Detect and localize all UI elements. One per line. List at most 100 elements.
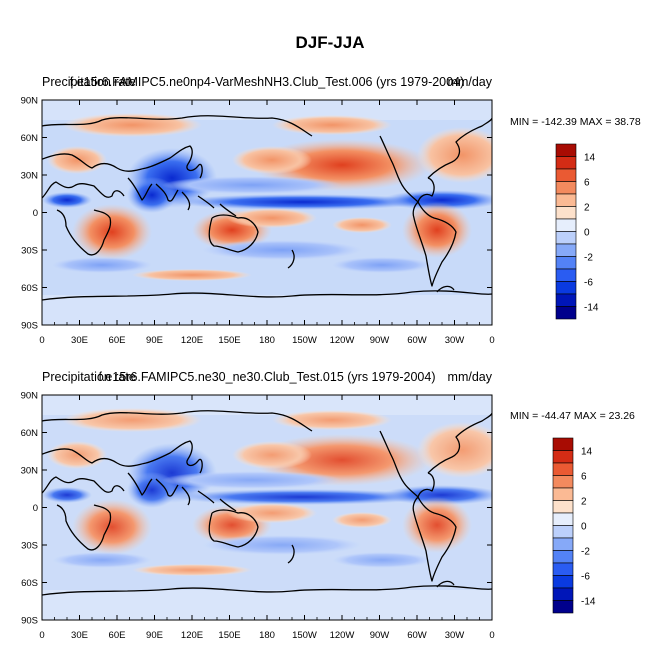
panel-1-colorbar-label: 0 <box>584 228 590 239</box>
panel-1-colorbar-swatch <box>555 156 577 170</box>
panel-2-x-tick-label: 60W <box>407 630 427 641</box>
panel-2-y-tick-label: 90S <box>21 616 38 627</box>
panel-2-colorbar-swatch <box>552 575 574 589</box>
panel-1-colorbar-swatch <box>555 143 577 157</box>
panel-1-colorbar-swatch <box>555 218 577 232</box>
panel-2-colorbar-label: 2 <box>581 497 587 508</box>
panel-2-colorbar-label: 0 <box>581 522 587 533</box>
panel-1-x-tick-label: 0 <box>39 335 44 346</box>
panel-2-y-tick-label: 0 <box>33 503 38 514</box>
figure-title: DJF-JJA <box>296 33 365 52</box>
panel-2-colorbar-swatch <box>552 600 574 614</box>
panel-2-right-title: mm/day <box>448 370 493 384</box>
panel-1-x-tick-label: 150W <box>292 335 317 346</box>
panel-2: Precipitation rate f.e15r6.FAMIPC5.ne30_… <box>21 370 635 641</box>
panel-2-x-tick-label: 90W <box>370 630 390 641</box>
panel-2-x-axis: 0 30E 60E 90E 120E 150E 180 150W 120W 90W 60W 30W 0 <box>39 395 495 641</box>
panel-2-colorbar: 14 6 2 0 -2 -6 -14 <box>552 437 596 614</box>
panel-2-x-tick-label: 180 <box>259 630 275 641</box>
panel-1-y-tick-label: 90S <box>21 321 38 332</box>
panel-2-x-tick-label: 60E <box>109 630 126 641</box>
panel-1-x-tick-label: 90E <box>146 335 163 346</box>
panel-1-colorbar-swatch <box>555 281 577 295</box>
panel-2-colorbar-swatch <box>552 487 574 501</box>
panel-1-x-tick-label: 180 <box>259 335 275 346</box>
panel-2-x-tick-label: 30W <box>445 630 465 641</box>
panel-1-x-tick-label: 120W <box>330 335 355 346</box>
panel-1-y-axis: 90N 60N 30N 0 30S 60S 90S <box>21 96 492 332</box>
panel-2-map: 0 30E 60E 90E 120E 150E 180 150W 120W 90W 60W 30W 0 … <box>21 391 495 642</box>
panel-1-colorbar-swatch <box>555 256 577 270</box>
panel-1-x-tick-label: 30E <box>71 335 88 346</box>
panel-1-x-tick-label: 30W <box>445 335 465 346</box>
panel-1-y-tick-label: 30N <box>21 171 39 182</box>
panel-2-y-tick-label: 30N <box>21 466 39 477</box>
panel-1-x-tick-label: 120E <box>181 335 203 346</box>
panel-2-left-title: Precipitation rate <box>42 370 136 384</box>
panel-1-colorbar-swatch <box>555 193 577 207</box>
panel-2-colorbar-label: 6 <box>581 472 587 483</box>
panel-2-colorbar-swatch <box>552 437 574 451</box>
panel-2-y-tick-label: 60S <box>21 578 38 589</box>
panel-1-colorbar-swatch <box>555 268 577 282</box>
panel-1-center-title: f.e15r6.FAMIPC5.ne0np4-VarMeshNH3.Club_T… <box>70 75 464 89</box>
panel-2-x-tick-label: 120E <box>181 630 203 641</box>
panel-1-map: 0 30E 60E 90E 120E 150E 180 150W 120W 90W 60W 30W 0 … <box>21 96 495 347</box>
panel-2-colorbar-swatch <box>552 525 574 539</box>
panel-2-colorbar-swatch <box>552 587 574 601</box>
panel-1-x-axis: 0 30E 60E 90E 120E 150E 180 150W 120W 90W 60W 30W 0 <box>39 100 495 346</box>
panel-1-colorbar-swatch <box>555 206 577 220</box>
panel-2-colorbar-swatch <box>552 550 574 564</box>
panel-1-x-tick-label: 60E <box>109 335 126 346</box>
panel-1-x-tick-label: 0 <box>489 335 494 346</box>
panel-2-colorbar-swatch <box>552 462 574 476</box>
panel-1-colorbar-label: 14 <box>584 153 596 164</box>
panel-1-colorbar-label: 2 <box>584 203 590 214</box>
panel-1-left-title: Precipitation rate <box>42 75 136 89</box>
panel-2-colorbar-label: -6 <box>581 572 590 583</box>
panel-1-colorbar: 14 6 2 0 -2 -6 -14 <box>555 143 599 320</box>
panel-1-colorbar-swatch <box>555 293 577 307</box>
panel-1-right-title: mm/day <box>448 75 493 89</box>
panel-1-y-tick-label: 60N <box>21 133 39 144</box>
panel-2-x-tick-label: 90E <box>146 630 163 641</box>
panel-2-stats: MIN = -44.47 MAX = 23.26 <box>510 410 635 422</box>
panel-1-y-tick-label: 0 <box>33 208 38 219</box>
panel-2-colorbar-swatch <box>552 562 574 576</box>
panel-1-colorbar-label: -6 <box>584 278 593 289</box>
panel-2-x-tick-label: 150E <box>218 630 240 641</box>
panel-2-x-tick-label: 120W <box>330 630 355 641</box>
panel-2-colorbar-swatch <box>552 475 574 489</box>
panel-1-colorbar-swatch <box>555 168 577 182</box>
panel-2-x-tick-label: 0 <box>39 630 44 641</box>
panel-1-colorbar-label: -2 <box>584 253 593 264</box>
panel-1-x-tick-label: 150E <box>218 335 240 346</box>
panel-2-y-axis: 90N 60N 30N 0 30S 60S 90S <box>21 391 492 627</box>
panel-2-x-tick-label: 30E <box>71 630 88 641</box>
panel-2-colorbar-label: -14 <box>581 597 596 608</box>
panel-1-y-tick-label: 60S <box>21 283 38 294</box>
panel-2-center-title: f.e15r6.FAMIPC5.ne30_ne30.Club_Test.015 … <box>98 370 435 384</box>
panel-2-x-tick-label: 150W <box>292 630 317 641</box>
panel-2-colorbar-label: -2 <box>581 547 590 558</box>
panel-2-y-tick-label: 60N <box>21 428 39 439</box>
panel-2-colorbar-swatch <box>552 500 574 514</box>
panel-2-y-tick-label: 90N <box>21 391 39 402</box>
panel-1-colorbar-swatch <box>555 243 577 257</box>
panel-1-colorbar-swatch <box>555 181 577 195</box>
panel-1-colorbar-swatch <box>555 231 577 245</box>
panel-2-colorbar-label: 14 <box>581 447 593 458</box>
panel-2-colorbar-swatch <box>552 512 574 526</box>
panel-1-y-tick-label: 90N <box>21 96 39 107</box>
panel-1-x-tick-label: 90W <box>370 335 390 346</box>
panel-1-x-tick-label: 60W <box>407 335 427 346</box>
panel-2-y-tick-label: 30S <box>21 541 38 552</box>
panel-2-x-tick-label: 0 <box>489 630 494 641</box>
panel-1-y-tick-label: 30S <box>21 246 38 257</box>
panel-2-colorbar-swatch <box>552 537 574 551</box>
panel-1: Precipitation rate f.e15r6.FAMIPC5.ne0np… <box>21 75 641 346</box>
panel-1-colorbar-label: 6 <box>584 178 590 189</box>
panel-1-stats: MIN = -142.39 MAX = 38.78 <box>510 116 641 128</box>
panel-1-colorbar-label: -14 <box>584 303 599 314</box>
